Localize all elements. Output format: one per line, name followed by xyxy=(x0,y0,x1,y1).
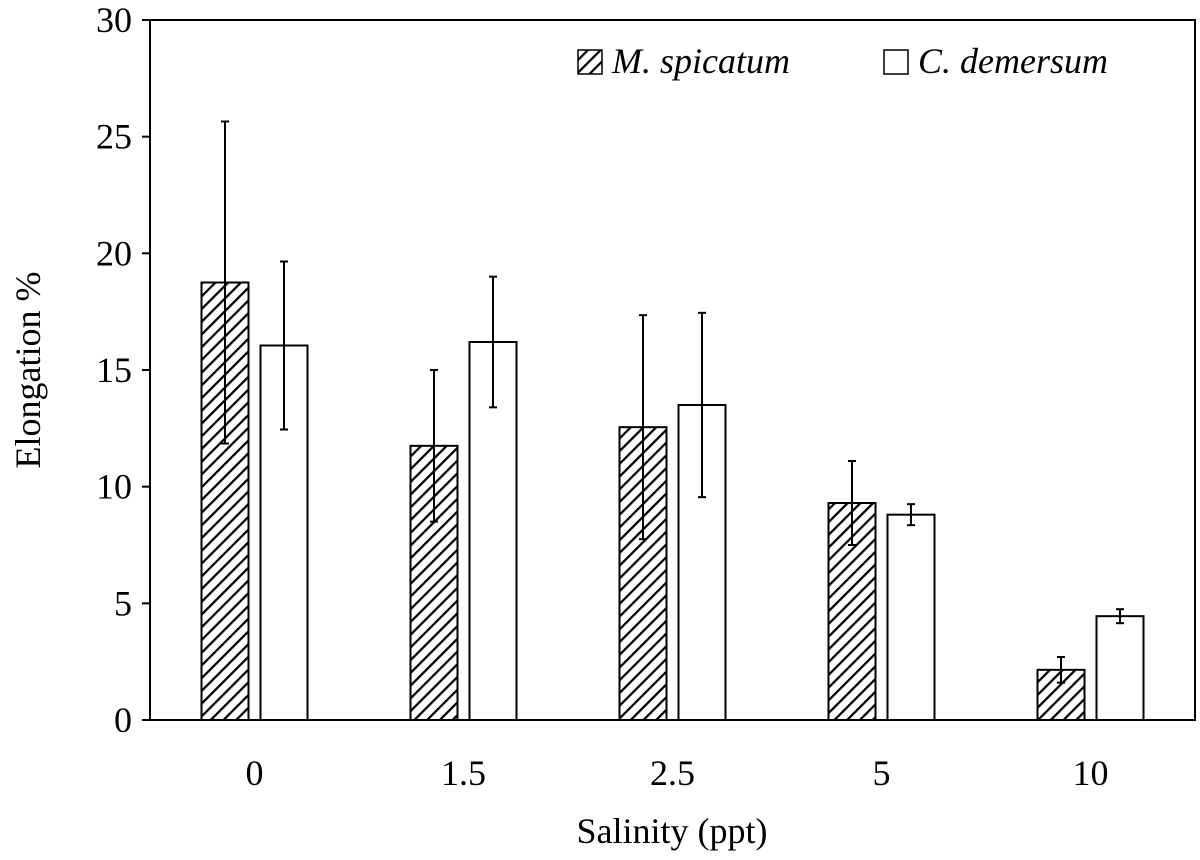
y-tick-label: 30 xyxy=(96,0,132,40)
y-axis-title: Elongation % xyxy=(8,272,48,469)
y-tick-label: 10 xyxy=(96,467,132,507)
x-tick-label: 1.5 xyxy=(441,753,486,793)
bar-c-demersum-10 xyxy=(1095,615,1145,722)
legend: M. spicatum C. demersum xyxy=(577,41,1108,81)
x-axis-ticks: 0 1.5 2.5 5 10 xyxy=(246,753,1109,793)
legend-swatch-c-demersum xyxy=(883,49,909,75)
x-tick-label: 5 xyxy=(873,753,891,793)
y-tick-label: 5 xyxy=(114,583,132,623)
y-tick-label: 0 xyxy=(114,700,132,740)
y-tick-label: 20 xyxy=(96,233,132,273)
legend-label-m-spicatum: M. spicatum xyxy=(611,41,790,81)
legend-label-c-demersum: C. demersum xyxy=(918,41,1108,81)
x-tick-label: 2.5 xyxy=(650,753,695,793)
y-axis-ticks: 0 5 10 15 20 25 30 xyxy=(96,0,150,740)
y-tick-label: 25 xyxy=(96,117,132,157)
bar-c-demersum-1.5 xyxy=(468,341,518,721)
error-bars-group xyxy=(221,120,1124,684)
x-tick-label: 10 xyxy=(1073,753,1109,793)
bar-c-demersum-5 xyxy=(886,513,936,722)
y-tick-label: 15 xyxy=(96,350,132,390)
bars-group xyxy=(200,281,1145,722)
x-tick-label: 0 xyxy=(246,753,264,793)
x-axis-title: Salinity (ppt) xyxy=(577,811,768,851)
legend-swatch-m-spicatum xyxy=(577,49,603,75)
